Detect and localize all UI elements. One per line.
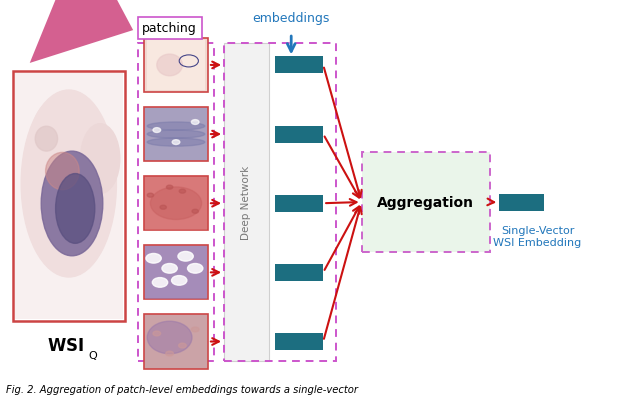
Circle shape bbox=[192, 210, 198, 214]
Circle shape bbox=[153, 128, 161, 133]
Bar bbox=[138, 44, 214, 361]
Ellipse shape bbox=[147, 139, 205, 147]
Ellipse shape bbox=[147, 123, 205, 131]
Bar bbox=[144, 314, 208, 369]
Text: Q: Q bbox=[88, 350, 97, 360]
Text: Aggregation: Aggregation bbox=[377, 196, 474, 209]
Ellipse shape bbox=[81, 124, 120, 194]
Circle shape bbox=[191, 327, 199, 332]
Bar bbox=[147, 41, 205, 91]
Circle shape bbox=[166, 186, 173, 190]
Bar bbox=[144, 107, 208, 162]
Ellipse shape bbox=[33, 102, 79, 157]
Bar bbox=[275, 195, 323, 212]
Circle shape bbox=[191, 120, 199, 125]
Circle shape bbox=[146, 254, 161, 263]
Text: embeddings: embeddings bbox=[253, 12, 330, 24]
Ellipse shape bbox=[56, 174, 95, 244]
Ellipse shape bbox=[35, 127, 58, 152]
Circle shape bbox=[162, 264, 177, 273]
Ellipse shape bbox=[150, 188, 202, 220]
Bar bbox=[145, 315, 207, 368]
Text: $\mathbf{WSI}$: $\mathbf{WSI}$ bbox=[47, 336, 84, 354]
Bar bbox=[145, 108, 207, 161]
Bar bbox=[138, 18, 202, 40]
Ellipse shape bbox=[157, 55, 182, 77]
Bar bbox=[499, 194, 544, 211]
Bar bbox=[224, 44, 269, 361]
Text: Single-Vector
WSI Embedding: Single-Vector WSI Embedding bbox=[493, 226, 582, 247]
Ellipse shape bbox=[45, 153, 79, 190]
Text: Deep Network: Deep Network bbox=[241, 166, 252, 239]
Circle shape bbox=[160, 206, 166, 210]
Bar bbox=[275, 264, 323, 281]
Bar bbox=[13, 72, 125, 321]
Circle shape bbox=[188, 264, 203, 273]
Bar bbox=[224, 44, 336, 361]
Bar bbox=[145, 177, 207, 230]
Bar bbox=[362, 152, 490, 253]
Ellipse shape bbox=[147, 131, 205, 139]
Bar bbox=[145, 246, 207, 299]
Circle shape bbox=[147, 194, 154, 198]
Bar bbox=[275, 57, 323, 74]
Bar bbox=[275, 333, 323, 350]
Circle shape bbox=[153, 331, 161, 336]
Bar bbox=[144, 39, 208, 93]
Bar bbox=[144, 245, 208, 300]
Ellipse shape bbox=[147, 322, 192, 354]
Circle shape bbox=[172, 276, 187, 286]
Ellipse shape bbox=[21, 91, 116, 277]
Circle shape bbox=[152, 278, 168, 288]
Circle shape bbox=[179, 190, 186, 194]
Bar bbox=[275, 126, 323, 143]
Text: Fig. 2. Aggregation of patch-level embeddings towards a single-vector: Fig. 2. Aggregation of patch-level embed… bbox=[6, 384, 358, 394]
Circle shape bbox=[178, 252, 193, 261]
Bar bbox=[15, 74, 123, 319]
Ellipse shape bbox=[41, 152, 103, 256]
Circle shape bbox=[172, 140, 180, 145]
Text: patching: patching bbox=[142, 22, 197, 35]
Circle shape bbox=[166, 351, 173, 356]
Bar bbox=[144, 176, 208, 231]
Circle shape bbox=[179, 343, 186, 348]
